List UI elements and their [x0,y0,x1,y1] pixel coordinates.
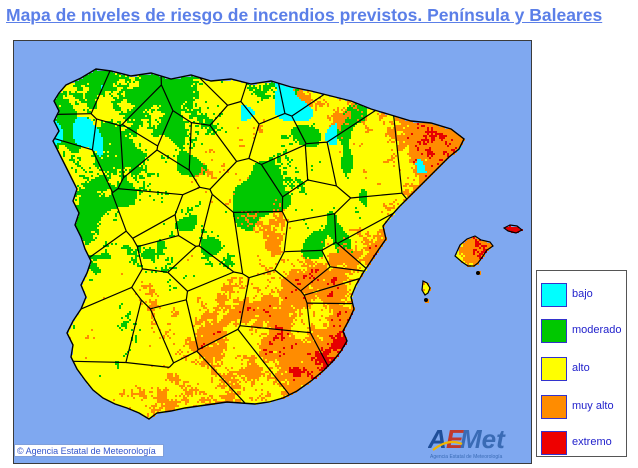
svg-text:A: A [428,424,447,454]
svg-text:Met: Met [460,424,506,454]
svg-text:Agencia Estatal de Meteorologí: Agencia Estatal de Meteorología [430,454,502,460]
